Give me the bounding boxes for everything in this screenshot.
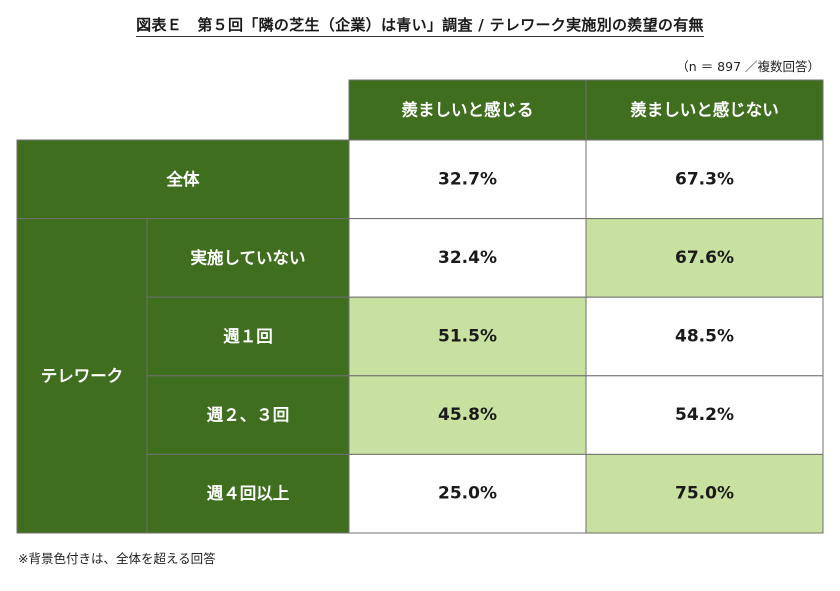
value-label: 48.5% [675,327,734,347]
value-cell [348,453,587,534]
row-label: 週２、３回 [207,406,290,425]
footnote: ※背景色付きは、全体を超える回答 [18,551,216,566]
value-cell [585,139,824,220]
column-header-cell [585,79,824,141]
value-label: 45.8% [438,405,497,425]
sample-size-note: （n ＝ 897 ／複数回答） [676,59,820,74]
column-header-label: 羨ましいと感じる [402,100,534,120]
value-label: 54.2% [675,405,734,425]
value-cell [348,296,587,377]
chart-title-text: 図表Ｅ 第５回「隣の芝生（企業）は青い」調査 / テレワーク実施別の羨望の有無 [136,16,704,37]
value-label: 75.0% [675,484,734,504]
row-label-cell [146,453,350,534]
row-label-cell-total [16,139,350,220]
value-label: 51.5% [438,327,497,347]
value-label: 67.3% [675,169,734,189]
value-cell [348,139,587,220]
row-label-cell [146,218,350,298]
value-cell [585,453,824,534]
row-label: 週１回 [223,327,273,346]
value-label: 25.0% [438,484,497,504]
row-label-total: 全体 [166,169,201,189]
chart-title: 図表Ｅ 第５回「隣の芝生（企業）は青い」調査 / テレワーク実施別の羨望の有無 [0,14,840,37]
row-label: 週４回以上 [207,484,290,503]
value-cell [585,296,824,377]
value-label: 67.6% [675,248,734,268]
column-header-label: 羨ましいと感じない [630,100,779,120]
value-cell [585,218,824,298]
row-label-cell [146,296,350,377]
value-cell [348,375,587,455]
row-label: 実施していない [190,247,305,267]
column-header-cell [348,79,587,141]
value-label: 32.7% [438,169,497,189]
group-label: テレワーク [41,366,124,385]
group-label-cell [16,218,148,534]
row-label-cell [146,375,350,455]
value-label: 32.4% [438,248,497,268]
